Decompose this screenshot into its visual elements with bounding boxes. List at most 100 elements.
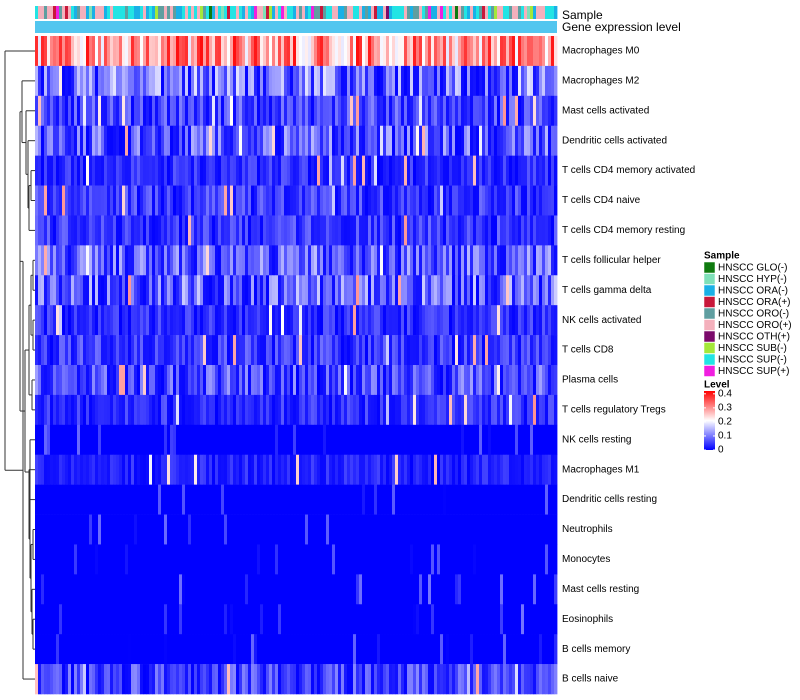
heatmap-cell xyxy=(68,424,72,456)
heatmap-cell xyxy=(278,664,282,695)
heatmap-cell xyxy=(551,544,555,575)
heatmap-cell xyxy=(212,155,216,186)
heatmap-cell xyxy=(140,185,144,216)
heatmap-cell xyxy=(530,275,534,306)
heatmap-cell xyxy=(491,155,495,186)
heatmap-cell xyxy=(107,574,111,605)
heatmap-cell xyxy=(143,365,147,396)
heatmap-cell xyxy=(539,394,543,426)
heatmap-cell xyxy=(167,424,171,456)
heatmap-cell xyxy=(104,36,108,67)
heatmap-cell xyxy=(35,215,39,246)
heatmap-cell xyxy=(353,245,357,276)
heatmap-cell xyxy=(263,424,267,456)
heatmap-cell xyxy=(92,125,96,156)
heatmap-cell xyxy=(263,65,267,97)
heatmap-cell xyxy=(326,185,330,216)
sample-annotation-cell xyxy=(197,6,201,19)
heatmap-cell xyxy=(266,245,270,276)
heatmap-cell xyxy=(422,125,426,156)
heatmap-cell xyxy=(389,394,393,426)
heatmap-cell xyxy=(161,215,165,246)
heatmap-cell xyxy=(335,604,339,635)
heatmap-cell xyxy=(188,634,192,665)
sample-annotation-cell xyxy=(545,6,549,19)
heatmap-cell xyxy=(380,125,384,156)
heatmap-cell xyxy=(260,215,264,246)
heatmap-cell xyxy=(212,95,216,127)
heatmap-cell xyxy=(98,125,102,156)
heatmap-cell xyxy=(359,245,363,276)
heatmap-cell xyxy=(530,514,534,545)
heatmap-cell xyxy=(422,36,426,67)
heatmap-cell xyxy=(56,155,60,186)
heatmap-cell xyxy=(551,305,555,336)
heatmap-cell xyxy=(104,394,108,426)
heatmap-cell xyxy=(212,634,216,665)
heatmap-cell xyxy=(275,604,279,635)
heatmap-cell xyxy=(464,65,468,97)
heatmap-cell xyxy=(182,365,186,396)
heatmap-cell xyxy=(434,664,438,695)
heatmap-cell xyxy=(416,454,420,485)
heatmap-cell xyxy=(335,424,339,456)
heatmap-cell xyxy=(512,125,516,156)
heatmap-cell xyxy=(548,365,552,396)
heatmap-cell xyxy=(65,544,69,575)
heatmap-cell xyxy=(539,634,543,665)
heatmap-cell xyxy=(488,36,492,67)
sample-annotation-cell xyxy=(155,6,159,19)
heatmap-cell xyxy=(86,215,90,246)
heatmap-cell xyxy=(215,664,219,695)
heatmap-cell xyxy=(158,604,162,635)
heatmap-cell xyxy=(302,275,306,306)
legend-swatch xyxy=(703,342,716,354)
heatmap-cell xyxy=(341,634,345,665)
heatmap-cell xyxy=(272,544,276,575)
heatmap-cell xyxy=(206,574,210,605)
heatmap-cell xyxy=(128,65,132,97)
heatmap-cell xyxy=(350,65,354,97)
heatmap-cell xyxy=(233,155,237,186)
heatmap-cell xyxy=(365,544,369,575)
sample-annotation-cell xyxy=(65,6,69,19)
heatmap-cell xyxy=(545,544,549,575)
heatmap-cell xyxy=(62,36,66,67)
heatmap-cell xyxy=(140,95,144,127)
heatmap-cell xyxy=(95,664,99,695)
heatmap-cell xyxy=(440,574,444,605)
heatmap-cell xyxy=(548,155,552,186)
heatmap-cell xyxy=(224,36,228,67)
heatmap-cell xyxy=(140,125,144,156)
heatmap-cell xyxy=(176,215,180,246)
heatmap-cell xyxy=(551,394,555,426)
heatmap-cell xyxy=(497,185,501,216)
heatmap-cell xyxy=(503,245,507,276)
heatmap-cell xyxy=(482,215,486,246)
heatmap-cell xyxy=(158,634,162,665)
heatmap-cell xyxy=(338,454,342,485)
heatmap-cell xyxy=(485,514,489,545)
heatmap-cell xyxy=(509,514,513,545)
heatmap-cell xyxy=(221,335,225,366)
heatmap-cell xyxy=(542,484,546,515)
heatmap-cell xyxy=(416,125,420,156)
heatmap-cell xyxy=(194,574,198,605)
heatmap-cell xyxy=(95,65,99,97)
heatmap-cell xyxy=(383,155,387,186)
heatmap-cell xyxy=(299,335,303,366)
heatmap-cell xyxy=(308,394,312,426)
heatmap-cell xyxy=(467,634,471,665)
heatmap-cell xyxy=(368,424,372,456)
heatmap-cell xyxy=(488,544,492,575)
heatmap-cell xyxy=(323,424,327,456)
heatmap-cell xyxy=(449,574,453,605)
heatmap-cell xyxy=(404,664,408,695)
heatmap-cell xyxy=(440,604,444,635)
heatmap-cell xyxy=(182,424,186,456)
heatmap-cell xyxy=(89,454,93,485)
heatmap-cell xyxy=(116,454,120,485)
heatmap-cell xyxy=(497,125,501,156)
heatmap-cell xyxy=(461,454,465,485)
heatmap-cell xyxy=(329,275,333,306)
